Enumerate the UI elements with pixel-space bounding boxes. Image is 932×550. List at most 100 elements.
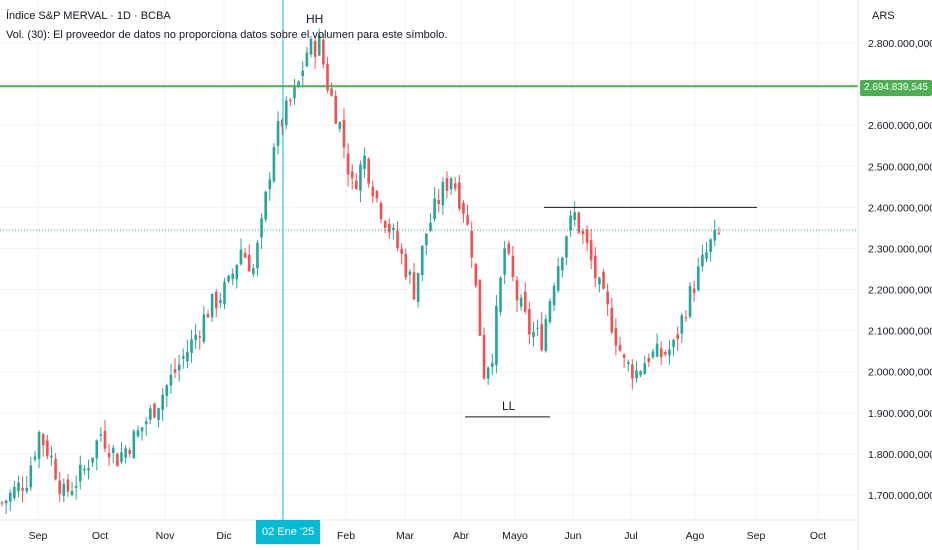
- candle-body: [252, 268, 255, 275]
- candle-body: [157, 408, 160, 420]
- candle-body: [78, 464, 82, 482]
- currency-label: ARS: [872, 10, 895, 22]
- candle-body: [511, 255, 515, 278]
- candle-body: [478, 279, 482, 336]
- candle-body: [709, 239, 712, 252]
- candle-body: [62, 483, 66, 496]
- candle-body: [643, 363, 647, 375]
- annotation-hh: HH: [306, 12, 323, 26]
- candle-body: [375, 190, 379, 199]
- candle-body: [243, 252, 247, 258]
- candle-body: [223, 282, 226, 305]
- candle-body: [540, 324, 544, 351]
- candle-body: [326, 64, 329, 91]
- candle-body: [412, 272, 416, 300]
- candle-body: [239, 249, 243, 265]
- candle-body: [565, 236, 568, 258]
- candle-body: [346, 153, 350, 175]
- candle-body: [227, 275, 230, 282]
- candle-body: [552, 285, 556, 306]
- candle-body: [659, 348, 663, 358]
- candle-body: [4, 500, 8, 504]
- x-tick-label: Nov: [156, 530, 175, 542]
- candle-body: [21, 488, 24, 491]
- candle-body: [577, 212, 581, 233]
- candle-body: [161, 394, 164, 410]
- candle-body: [214, 291, 218, 309]
- candle-body: [556, 266, 560, 291]
- candle-body: [13, 487, 16, 499]
- candle-body: [453, 183, 457, 189]
- candle-body: [95, 440, 99, 459]
- x-tick-label: Sep: [747, 530, 766, 542]
- candle-body: [387, 223, 391, 233]
- candle-body: [523, 291, 527, 312]
- candle-body: [342, 120, 346, 148]
- candle-body: [495, 305, 498, 366]
- candle-body: [441, 181, 445, 206]
- candle-body: [437, 200, 441, 205]
- candle-body: [392, 227, 395, 231]
- candle-body: [425, 233, 428, 246]
- candle-body: [186, 351, 189, 362]
- candle-body: [210, 293, 214, 318]
- candle-body: [692, 288, 696, 293]
- candle-body: [99, 434, 103, 436]
- candle-body: [313, 40, 317, 57]
- candle-body: [169, 374, 173, 386]
- candle-body: [400, 248, 403, 254]
- candle-body: [0, 502, 4, 504]
- candle-body: [664, 352, 667, 355]
- candle-body: [177, 364, 181, 371]
- candle-body: [672, 339, 675, 348]
- candle-body: [338, 122, 342, 129]
- candle-body: [301, 70, 305, 77]
- x-tick-label: Oct: [92, 530, 108, 542]
- candle-body: [293, 85, 296, 99]
- candle-body: [305, 52, 309, 67]
- candles: [0, 28, 721, 515]
- drawings: HH LL: [0, 0, 858, 520]
- candle-body: [598, 277, 601, 285]
- candle-body: [561, 257, 564, 271]
- candle-body: [684, 317, 688, 319]
- candle-body: [367, 158, 370, 184]
- candle-body: [202, 314, 206, 342]
- candle-body: [359, 164, 362, 191]
- candle-body: [272, 147, 276, 182]
- candle-body: [25, 487, 29, 492]
- candle-body: [507, 243, 511, 254]
- candle-body: [606, 291, 609, 305]
- candle-body: [618, 345, 622, 351]
- candle-body: [41, 434, 45, 446]
- candle-body: [54, 458, 57, 480]
- candle-body: [87, 468, 90, 471]
- candle-body: [256, 242, 259, 269]
- candle-body: [165, 385, 169, 396]
- candle-body: [144, 421, 148, 425]
- candle-body: [614, 328, 618, 346]
- candle-body: [585, 229, 589, 244]
- candle-body: [383, 221, 387, 228]
- candle-body: [116, 453, 119, 467]
- candle-body: [474, 263, 478, 286]
- candle-body: [544, 319, 548, 351]
- candle-body: [462, 203, 465, 214]
- candle-body: [173, 369, 177, 373]
- candle-body: [433, 198, 436, 220]
- candle-body: [408, 271, 412, 275]
- annotation-ll: LL: [502, 399, 516, 413]
- candle-body: [264, 191, 267, 220]
- x-tick-label: Feb: [337, 530, 355, 542]
- y-tick-label: 2.500.000,000: [868, 161, 932, 173]
- candle-body: [503, 248, 506, 275]
- candle-body: [631, 364, 634, 379]
- x-tick-label: Abr: [453, 530, 470, 542]
- candle-body: [140, 427, 144, 432]
- y-tick-label: 2.200.000,000: [868, 285, 932, 297]
- candle-body: [330, 88, 333, 96]
- chart-grid: [0, 0, 858, 520]
- candle-body: [515, 280, 519, 301]
- candle-body: [181, 356, 185, 359]
